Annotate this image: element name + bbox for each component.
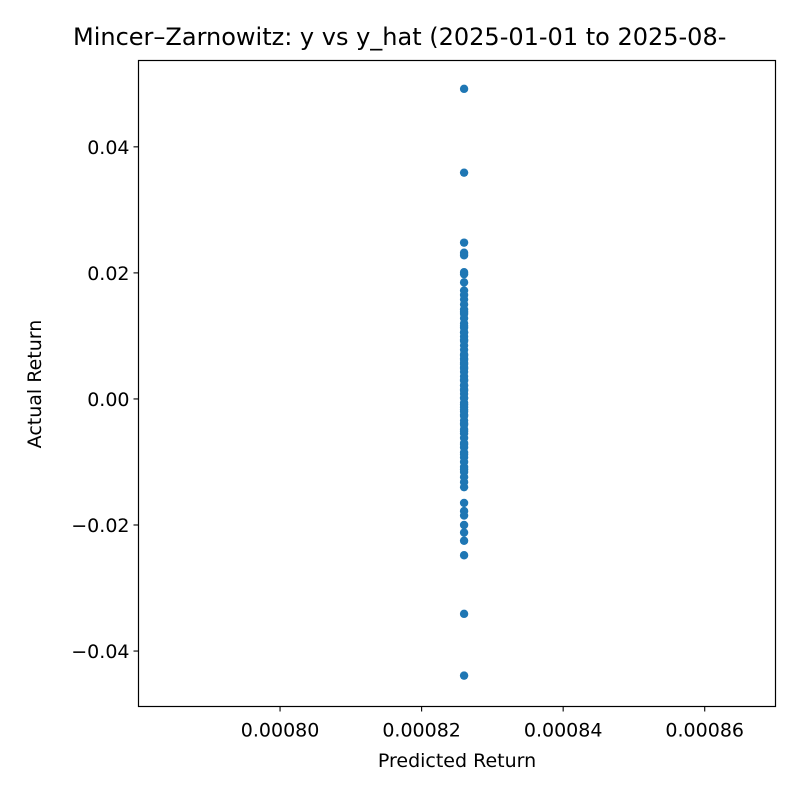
data-point bbox=[459, 375, 469, 384]
data-point bbox=[459, 419, 469, 428]
y-tick-label: 0.04 bbox=[87, 137, 129, 159]
data-point bbox=[459, 405, 469, 414]
data-point bbox=[459, 528, 469, 537]
y-tick-label: −0.04 bbox=[71, 641, 129, 663]
x-axis-ticks: 0.00080 0.00082 0.00084 0.00086 bbox=[241, 706, 744, 742]
data-point bbox=[459, 360, 469, 369]
y-axis-ticks: −0.04 −0.02 0.00 0.02 0.04 bbox=[71, 137, 139, 663]
x-tick-label: 0.00082 bbox=[382, 720, 461, 742]
data-point bbox=[459, 465, 469, 474]
y-axis-label: Actual Return bbox=[24, 320, 46, 449]
data-point bbox=[459, 482, 469, 492]
x-tick-label: 0.00080 bbox=[241, 720, 320, 742]
data-point bbox=[459, 536, 469, 545]
x-tick-label: 0.00084 bbox=[524, 720, 603, 742]
data-point bbox=[459, 351, 469, 360]
data-point bbox=[459, 321, 469, 331]
data-point bbox=[459, 335, 469, 344]
data-point bbox=[459, 511, 469, 520]
data-point bbox=[459, 551, 469, 560]
y-tick-label: 0.02 bbox=[87, 263, 129, 285]
data-point bbox=[459, 238, 469, 247]
y-tick-label: −0.02 bbox=[71, 515, 129, 537]
y-tick-label: 0.00 bbox=[87, 389, 129, 411]
data-point bbox=[459, 278, 469, 287]
x-tick-label: 0.00086 bbox=[665, 720, 744, 742]
data-point bbox=[459, 671, 469, 680]
axes-frame bbox=[137, 59, 777, 708]
data-point bbox=[459, 520, 469, 530]
data-point bbox=[459, 498, 469, 508]
data-point bbox=[459, 426, 469, 436]
data-point bbox=[459, 269, 469, 279]
data-point bbox=[459, 440, 469, 449]
data-point bbox=[459, 307, 469, 317]
data-point bbox=[459, 168, 469, 177]
data-point bbox=[459, 251, 469, 260]
data-point bbox=[459, 381, 469, 390]
data-points bbox=[459, 84, 469, 680]
data-point bbox=[459, 609, 469, 619]
x-axis-label: Predicted Return bbox=[378, 750, 536, 772]
data-point bbox=[459, 84, 469, 94]
data-point bbox=[459, 450, 469, 459]
data-point bbox=[459, 328, 469, 337]
chart-title: Mincer–Zarnowitz: y vs y_hat (2025-01-01… bbox=[73, 23, 726, 51]
data-point bbox=[459, 393, 469, 402]
